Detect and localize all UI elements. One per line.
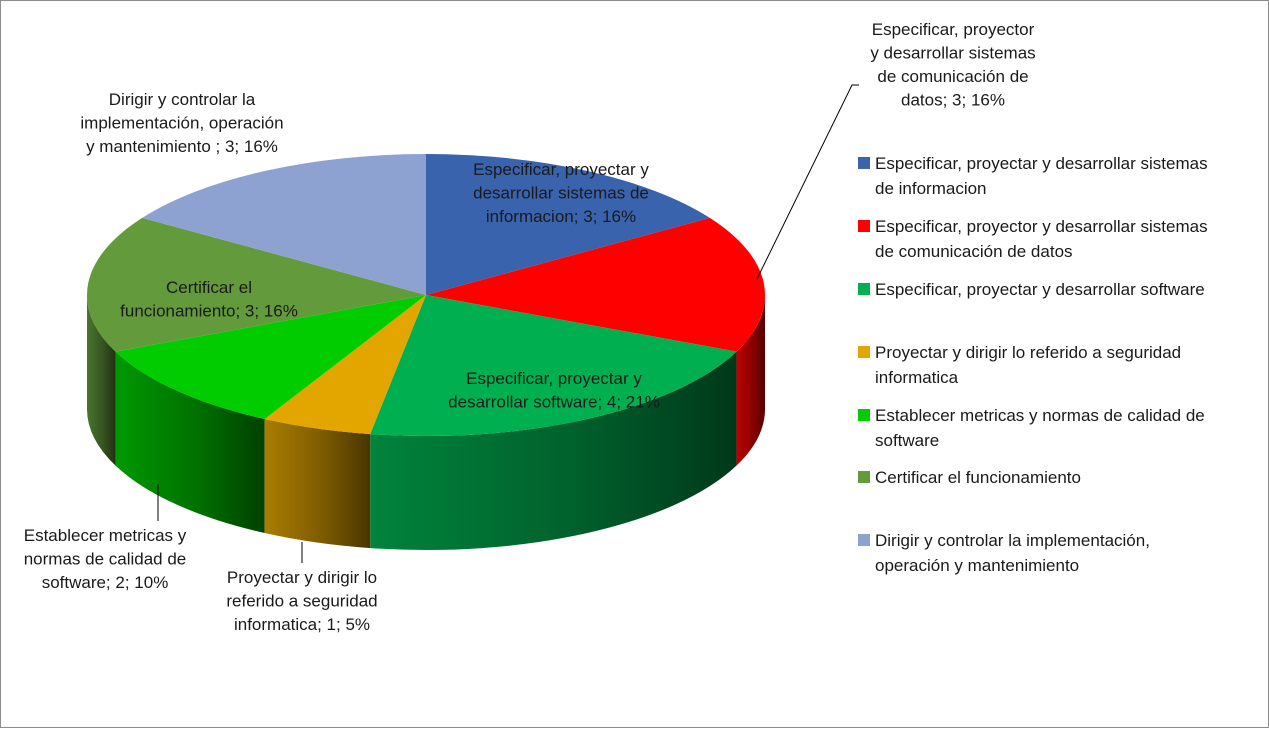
legend-item-0: Especificar, proyectar y desarrollar sis… [858,154,1208,198]
pie-slice-2 [370,295,737,437]
legend-swatch-0 [858,157,870,169]
legend-item-5: Certificar el funcionamiento [858,468,1081,487]
data-label-0: Especificar, proyectar y desarrollar sist… [473,160,649,226]
data-label-3: Proyectar y dirigir lo referido a segurid… [226,568,377,634]
data-label-2: Especificar, proyectar y desarrollar soft… [448,369,660,412]
pie-slice-1 [426,217,766,352]
legend-swatch-2 [858,283,870,295]
legend-swatch-1 [858,220,870,232]
data-labels: Especificar, proyectar y desarrollar sist… [24,20,1036,634]
pie-slice-side-4 [115,351,265,534]
data-label-5: Certificar el funcionamiento; 3; 16% [120,278,298,321]
legend-label-1: Especificar, proyector y desarrollar sis… [875,217,1208,261]
pie-top [86,154,766,437]
legend-item-2: Especificar, proyectar y desarrollar sof… [858,280,1205,299]
pie-sides [86,295,765,551]
legend-label-4: Establecer metricas y normas de calidad … [875,406,1205,450]
data-label-1: Especificar, proyector y desarrollar sist… [870,20,1035,110]
leader-line-1 [756,84,859,280]
legend-label-5: Certificar el funcionamiento [875,468,1081,487]
data-label-6: Dirigir y controlar la implementación, op… [80,90,283,156]
pie-slice-5 [86,217,427,352]
legend-swatch-3 [858,346,870,358]
legend-label-3: Proyectar y dirigir lo referido a seguri… [875,343,1181,387]
legend-swatch-5 [858,471,870,483]
legend-label-0: Especificar, proyectar y desarrollar sis… [875,154,1208,198]
legend-label-6: Dirigir y controlar la implementación, op… [875,531,1150,575]
pie-slice-side-1 [736,295,765,466]
pie-slice-side-2 [370,351,737,551]
legend: Especificar, proyectar y desarrollar sis… [858,154,1208,575]
pie-slice-0 [426,154,710,295]
data-label-4: Establecer metricas y normas de calidad d… [24,526,187,592]
legend-item-3: Proyectar y dirigir lo referido a seguri… [858,343,1181,387]
legend-swatch-4 [858,409,870,421]
legend-label-2: Especificar, proyectar y desarrollar sof… [875,280,1205,299]
legend-swatch-6 [858,534,870,546]
leader-lines [157,84,859,563]
pie-slice-side-5 [86,295,116,466]
pie-slice-3 [264,295,426,435]
pie-slice-side-3 [264,419,371,549]
legend-item-1: Especificar, proyector y desarrollar sis… [858,217,1208,261]
pie-slice-4 [115,295,427,420]
legend-item-4: Establecer metricas y normas de calidad … [858,406,1205,450]
legend-item-6: Dirigir y controlar la implementación, op… [858,531,1150,575]
pie-slice-6 [142,154,426,295]
